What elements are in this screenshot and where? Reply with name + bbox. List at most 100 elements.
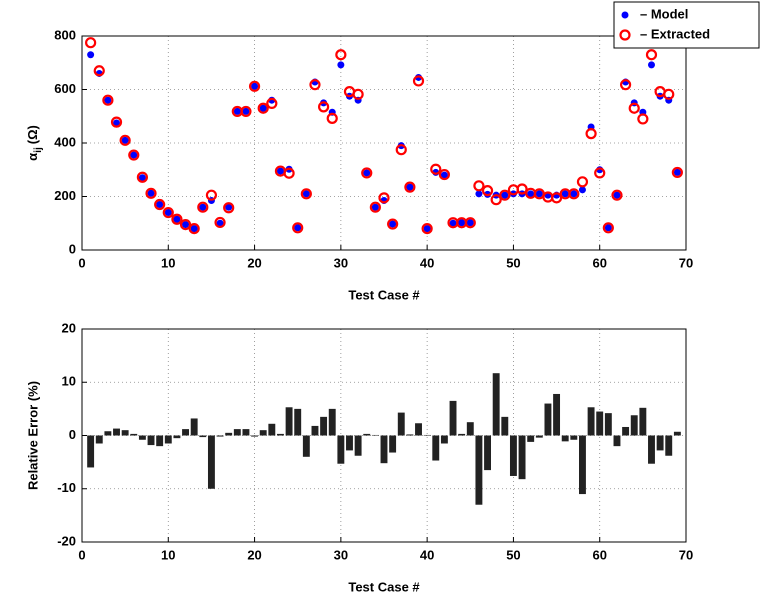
marker — [561, 190, 569, 198]
marker — [259, 104, 267, 112]
marker — [102, 94, 114, 106]
bar — [113, 428, 120, 436]
bar — [87, 435, 95, 468]
marker — [171, 213, 183, 225]
bar — [587, 407, 595, 436]
bar — [484, 435, 491, 471]
marker — [283, 167, 295, 179]
x-tick-label: 10 — [161, 547, 175, 562]
legend-label: – Extracted — [640, 26, 710, 41]
marker — [110, 116, 123, 128]
legend-label: – Model — [640, 6, 688, 21]
marker — [302, 190, 310, 198]
marker — [251, 82, 259, 90]
marker — [104, 96, 112, 104]
marker — [199, 203, 207, 211]
bar — [501, 416, 509, 436]
marker — [594, 167, 606, 179]
marker — [164, 209, 172, 217]
y-tick-label: 10 — [62, 374, 76, 389]
bar — [337, 435, 345, 464]
marker — [352, 88, 364, 100]
bar — [138, 435, 146, 440]
marker — [337, 61, 345, 69]
bar — [389, 435, 397, 453]
marker — [499, 189, 511, 201]
bar — [673, 431, 681, 436]
bar — [277, 433, 284, 436]
marker — [611, 189, 623, 201]
marker — [637, 113, 649, 125]
bar — [570, 435, 578, 440]
marker — [475, 190, 483, 198]
y-tick-label: 0 — [69, 241, 76, 256]
marker — [412, 75, 425, 87]
marker — [464, 217, 476, 229]
bar — [475, 435, 483, 505]
bar — [173, 435, 181, 439]
marker — [481, 185, 494, 197]
y-label-sub: ij — [33, 147, 44, 153]
x-tick-label: 60 — [592, 547, 606, 562]
x-tick-label: 20 — [247, 255, 261, 270]
bar — [518, 435, 526, 480]
x-tick-label: 70 — [679, 547, 693, 562]
x-tick-label: 40 — [420, 255, 434, 270]
bar — [216, 435, 224, 437]
x-tick-label: 50 — [506, 255, 520, 270]
marker — [128, 149, 140, 161]
marker — [223, 202, 235, 214]
x-axis-label: Test Case # — [348, 287, 420, 302]
bar — [147, 435, 155, 446]
marker — [673, 168, 681, 176]
marker — [225, 203, 233, 211]
marker — [173, 215, 181, 223]
marker — [136, 171, 148, 183]
bar — [449, 400, 457, 436]
marker — [300, 188, 312, 200]
marker — [602, 222, 614, 234]
marker — [190, 225, 198, 233]
marker — [363, 169, 371, 177]
bar — [371, 434, 379, 436]
bar — [466, 422, 474, 436]
marker — [369, 201, 381, 213]
marker — [438, 168, 450, 181]
x-tick-label: 40 — [420, 547, 434, 562]
marker — [570, 190, 578, 198]
marker — [326, 112, 338, 124]
x-axis-label: Test Case # — [348, 579, 420, 594]
marker — [628, 102, 640, 114]
bar — [432, 435, 440, 461]
bar — [665, 435, 673, 456]
y-tick-label: 800 — [54, 27, 76, 42]
bar — [95, 435, 103, 444]
marker — [576, 176, 589, 188]
marker — [619, 79, 632, 91]
x-tick-label: 0 — [78, 255, 85, 270]
marker — [423, 225, 431, 233]
marker — [156, 201, 164, 209]
marker — [406, 183, 414, 191]
marker — [663, 88, 675, 100]
bar — [259, 430, 267, 436]
marker — [371, 203, 379, 211]
marker — [671, 166, 683, 179]
marker — [473, 180, 485, 192]
bar — [363, 433, 371, 436]
x-tick-label: 60 — [592, 255, 606, 270]
marker — [266, 97, 278, 110]
x-tick-label: 50 — [506, 547, 520, 562]
marker — [585, 128, 597, 140]
marker — [309, 79, 321, 91]
marker — [466, 219, 474, 227]
marker — [389, 220, 397, 228]
bar — [190, 418, 198, 436]
marker — [216, 219, 224, 227]
bar — [544, 403, 552, 436]
marker — [138, 174, 146, 182]
bar — [423, 434, 431, 436]
bar — [207, 435, 215, 489]
bar — [458, 433, 466, 436]
x-tick-label: 70 — [679, 255, 693, 270]
